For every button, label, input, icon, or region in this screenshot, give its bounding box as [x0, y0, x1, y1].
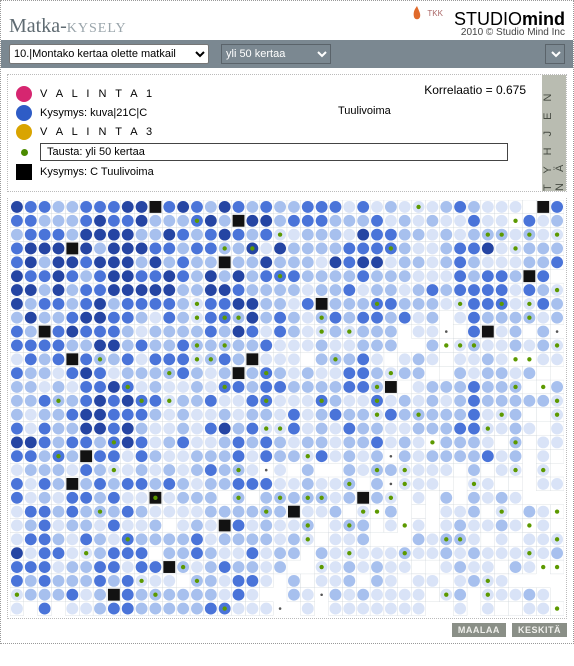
brand-block: TKK STUDIOmind 2010 © Studio Mind Inc: [410, 5, 565, 38]
kysymys-kuva-label: Kysymys: kuva|21C|C: [40, 107, 147, 119]
kysymys-c-swatch: [16, 164, 32, 180]
brand-copyright: 2010 © Studio Mind Inc: [410, 28, 565, 38]
mid-column-label: Tuulivoima: [338, 105, 391, 117]
app-title: Matka-KYSELY: [9, 15, 127, 38]
tkk-label: TKK: [427, 10, 443, 18]
data-grid: [10, 200, 564, 616]
kysymys-c-label: Kysymys: C Tuulivoima: [40, 166, 154, 178]
tkk-badge: TKK: [410, 5, 443, 23]
title-main: Matka-: [9, 15, 67, 37]
correlation-label: Korrelaatio = 0.675: [424, 83, 526, 97]
keskita-button[interactable]: KESKITÄ: [512, 623, 567, 637]
valinta3-swatch: [16, 124, 32, 140]
flame-icon: [410, 5, 424, 23]
brand-light: STUDIO: [454, 9, 522, 29]
green-dot-icon: [21, 149, 28, 156]
visualization-panel: [7, 198, 567, 619]
brand-logo: TKK STUDIOmind: [410, 5, 565, 28]
tausta-swatch: [16, 144, 32, 160]
question-select[interactable]: 10.|Montako kertaa olette matkail: [9, 44, 209, 64]
extra-select[interactable]: [545, 44, 565, 64]
valinta1-swatch: [16, 86, 32, 102]
maalaa-button[interactable]: MAALAA: [452, 623, 506, 637]
legend-row-kysymys-kuva: Kysymys: kuva|21C|C: [16, 105, 508, 121]
legend: Korrelaatio = 0.675 Tuulivoima V A L I N…: [8, 75, 542, 191]
legend-row-valinta3: V A L I N T A 3: [16, 124, 508, 140]
valinta1-label: V A L I N T A 1: [40, 88, 155, 100]
kysymys-kuva-swatch: [16, 105, 32, 121]
legend-row-kysymys-c: Kysymys: C Tuulivoima: [16, 164, 508, 180]
tausta-box[interactable]: Tausta: yli 50 kertaa: [40, 143, 508, 161]
footer: MAALAA KESKITÄ: [1, 621, 573, 643]
legend-panel: Korrelaatio = 0.675 Tuulivoima V A L I N…: [7, 74, 567, 192]
app-window: Matka-KYSELY TKK STUDIOmind 2010 © Studi…: [0, 0, 574, 644]
legend-row-tausta: Tausta: yli 50 kertaa: [16, 143, 508, 161]
header: Matka-KYSELY TKK STUDIOmind 2010 © Studi…: [1, 1, 573, 40]
tyhjenna-button[interactable]: T Y H J E N N Ä: [542, 75, 566, 191]
brand-bold: mind: [522, 9, 565, 29]
selector-bar: 10.|Montako kertaa olette matkail yli 50…: [1, 40, 573, 68]
valinta3-label: V A L I N T A 3: [40, 126, 155, 138]
value-select[interactable]: yli 50 kertaa: [221, 44, 331, 64]
title-sub: KYSELY: [67, 21, 127, 36]
tyhjenna-label: T Y H J E N N Ä: [542, 75, 566, 191]
